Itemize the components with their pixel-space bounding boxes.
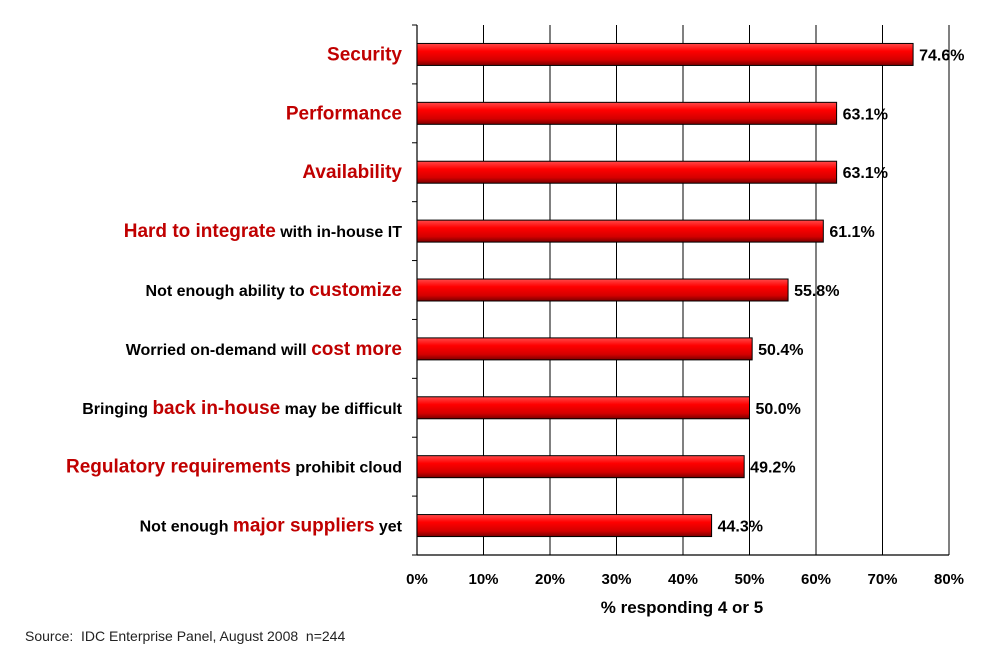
value-label: 50.0% xyxy=(756,401,801,418)
source-note: Source: IDC Enterprise Panel, August 200… xyxy=(25,628,346,644)
value-labels: 74.6% 63.1% 63.1% 61.1% 55.8% 50.4% 50.0% 49.2%… xyxy=(718,47,965,535)
category-label-segment: Not enough xyxy=(140,519,233,536)
category-label-segment: back in-house xyxy=(152,398,280,419)
category-label: Performance xyxy=(286,103,402,124)
category-label-segment: Performance xyxy=(286,103,402,124)
category-label-segment: Worried on-demand will xyxy=(126,342,312,359)
category-label: Availability xyxy=(302,162,402,183)
category-label-segment: Hard to integrate xyxy=(124,221,276,242)
category-label-segment: may be difficult xyxy=(280,401,402,418)
x-tick-label: 80% xyxy=(934,571,964,588)
category-label-segment: major suppliers xyxy=(233,516,375,537)
category-label: Bringing back in-house may be difficult xyxy=(82,398,402,419)
bars xyxy=(416,42,914,538)
bar xyxy=(416,101,838,125)
bar xyxy=(416,337,753,361)
category-label: Not enough major suppliers yet xyxy=(140,516,403,537)
bar xyxy=(416,278,789,302)
value-label: 49.2% xyxy=(750,460,795,477)
x-tick-label: 30% xyxy=(601,571,631,588)
bar xyxy=(416,219,824,243)
category-label-segment: with in-house IT xyxy=(276,224,402,241)
x-axis-title: % responding 4 or 5 xyxy=(601,598,763,617)
bar xyxy=(416,396,750,420)
category-label-segment: Availability xyxy=(302,162,402,183)
category-labels: Security Performance Availability Hard to i… xyxy=(66,44,403,536)
x-tick-label: 70% xyxy=(867,571,897,588)
value-label: 74.6% xyxy=(919,47,964,64)
category-label-segment: Bringing xyxy=(82,401,152,418)
category-label: Worried on-demand will cost more xyxy=(126,339,402,360)
category-label: Hard to integrate with in-house IT xyxy=(124,221,402,242)
value-label: 55.8% xyxy=(794,283,839,300)
category-label-segment: cost more xyxy=(311,339,402,360)
category-label-segment: Not enough ability to xyxy=(146,283,310,300)
category-label: Security xyxy=(327,44,402,65)
x-tick-label: 10% xyxy=(468,571,498,588)
category-label: Not enough ability to customize xyxy=(146,280,402,301)
category-label-segment: yet xyxy=(374,519,402,536)
value-label: 44.3% xyxy=(718,519,763,536)
bar xyxy=(416,160,838,184)
x-tick-label: 50% xyxy=(734,571,764,588)
x-tick-label: 40% xyxy=(668,571,698,588)
category-label: Regulatory requirements prohibit cloud xyxy=(66,457,402,478)
bar xyxy=(416,514,713,538)
x-tick-label: 20% xyxy=(535,571,565,588)
bar xyxy=(416,455,745,479)
bar-chart: Security Performance Availability Hard to i… xyxy=(66,24,965,617)
category-label-segment: customize xyxy=(309,280,402,301)
category-label-segment: Regulatory requirements xyxy=(66,457,291,478)
bar xyxy=(416,42,914,66)
value-label: 63.1% xyxy=(843,165,888,182)
x-tick-label: 60% xyxy=(801,571,831,588)
category-label-segment: Security xyxy=(327,44,402,65)
category-label-segment: prohibit cloud xyxy=(291,460,402,477)
value-label: 63.1% xyxy=(843,106,888,123)
x-tick-labels: 0% 10% 20% 30% 40% 50% 60% 70% 80% xyxy=(406,571,964,588)
x-tick-label: 0% xyxy=(406,571,428,588)
value-label: 61.1% xyxy=(829,224,874,241)
value-label: 50.4% xyxy=(758,342,803,359)
